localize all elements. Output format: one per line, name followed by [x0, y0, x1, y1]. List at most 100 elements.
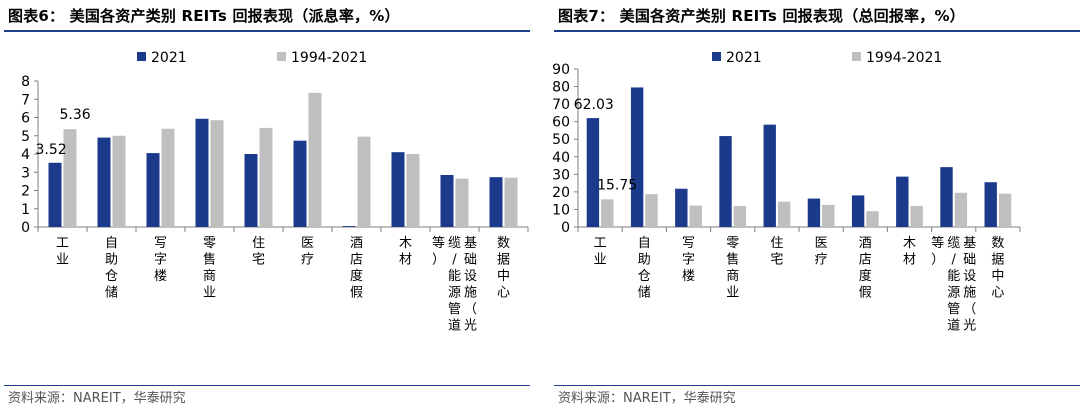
category-label-char: 道	[448, 319, 461, 334]
category-label-char: 助	[638, 253, 651, 268]
legend-label-1994-2021: 1994-2021	[866, 50, 942, 66]
category-label-char: /	[452, 253, 457, 268]
category-label-char: 酒	[859, 236, 872, 251]
bar-2021	[342, 226, 356, 227]
y-tick-label: 2	[21, 184, 30, 200]
left-figure-title: 图表6： 美国各资产类别 REITs 回报表现（派息率，%）	[8, 7, 400, 25]
bar-1994-2021	[455, 178, 469, 227]
category-label-char: 医	[301, 236, 314, 251]
bar-1994-2021	[406, 154, 420, 227]
category-label: 木材	[399, 236, 412, 268]
category-label-char: 住	[252, 236, 265, 251]
category-label-char: 能	[947, 269, 960, 284]
category-label-char: 据	[497, 253, 510, 268]
category-label: 数据中心	[497, 236, 510, 301]
y-tick-label: 30	[552, 167, 570, 183]
category-label-column: 木材	[399, 236, 412, 268]
bar-1994-2021	[645, 194, 658, 227]
right-source-note: 资料来源：NAREIT，华泰研究	[558, 391, 736, 406]
category-label-column: 酒店度假	[859, 236, 872, 301]
category-label-char: 业	[726, 286, 739, 301]
category-label: 零售商业	[726, 236, 739, 301]
category-label-char: 字	[154, 253, 167, 268]
category-label-char: 店	[859, 253, 872, 268]
bar-2021	[807, 198, 821, 227]
y-tick-label: 90	[552, 62, 570, 78]
bar-2021	[489, 177, 503, 227]
bar-2021	[293, 140, 307, 227]
left-source-rule	[4, 385, 530, 386]
left-figure-panel: 图表6： 美国各资产类别 REITs 回报表现（派息率，%） 0 1 2 3 4 5 6 7 8…	[2, 0, 532, 413]
category-label-char: 材	[399, 253, 412, 268]
y-tick-label: 70	[552, 97, 570, 113]
y-tick-label: 8	[21, 74, 30, 90]
data-label-2021: 62.03	[574, 97, 614, 113]
bar-2021	[391, 152, 405, 227]
category-label-char: 宅	[252, 253, 265, 268]
category-label-char: 零	[726, 236, 739, 251]
category-label-column: 基础设施（ 光	[464, 236, 477, 334]
category-label-char: 数	[497, 236, 510, 251]
category-label-char: 基	[963, 236, 976, 251]
bar-1994-2021	[689, 205, 702, 227]
category-label-char: 业	[56, 253, 69, 268]
category-label-char: 光	[464, 319, 477, 334]
legend-label-2021: 2021	[726, 50, 762, 66]
y-tick-label: 5	[21, 129, 30, 145]
category-label-column: 酒店度假	[350, 236, 363, 301]
category-label-column: 医疗	[815, 236, 828, 268]
left-source-note: 资料来源：NAREIT，华泰研究	[8, 391, 186, 406]
category-label-char: 写	[682, 236, 695, 251]
category-label-char: 施	[464, 286, 477, 301]
category-label: 自助仓储	[105, 236, 118, 301]
data-label-1994-2021: 15.75	[597, 177, 637, 193]
bar-1994-2021	[504, 177, 518, 227]
bar-2021	[586, 118, 600, 227]
category-label: 写字楼	[682, 236, 695, 284]
category-label-char: 助	[105, 253, 118, 268]
bar-2021	[97, 137, 111, 227]
category-label-column: 住宅	[252, 236, 265, 268]
category-label-char: 础	[963, 253, 976, 268]
category-label: 医疗	[301, 236, 314, 268]
category-label-char: 假	[859, 286, 872, 301]
category-label: 工业	[594, 236, 607, 268]
y-tick-label: 1	[21, 202, 30, 218]
category-label-char: 疗	[815, 253, 828, 268]
bar-2021	[984, 182, 997, 227]
y-tick-label: 3	[21, 165, 30, 181]
legend-swatch-1994-2021	[277, 52, 286, 61]
category-label: 木材	[903, 236, 916, 268]
bar-2021	[244, 154, 258, 227]
category-label-char: ）	[432, 253, 445, 268]
category-label-char: 假	[350, 286, 363, 301]
category-label-char: 源	[947, 286, 960, 301]
bar-1994-2021	[733, 205, 747, 227]
category-label-char: 基	[464, 236, 477, 251]
category-label: 零售商业	[203, 236, 216, 301]
category-label-char: 光	[963, 319, 976, 334]
category-label-char: 管	[947, 302, 960, 317]
category-label-char: 商	[726, 269, 739, 284]
category-label-char: 商	[203, 269, 216, 284]
category-label-char: 宅	[770, 253, 783, 268]
category-label: 酒店度假	[859, 236, 872, 301]
legend-swatch-2021	[137, 52, 146, 61]
category-label-char: 材	[903, 253, 916, 268]
bar-2021	[48, 162, 62, 227]
legend-label-1994-2021: 1994-2021	[291, 50, 367, 66]
category-label-char: 疗	[301, 253, 314, 268]
category-label-char: 楼	[154, 269, 167, 284]
right-title-rule	[554, 30, 1080, 32]
category-label-char: 中	[497, 269, 510, 284]
category-label-char: 仓	[105, 269, 118, 284]
category-label-char: 管	[448, 302, 461, 317]
bar-1994-2021	[601, 199, 614, 227]
bar-1994-2021	[998, 193, 1012, 227]
category-label-column: 数据中心	[991, 236, 1004, 301]
bar-2021	[851, 195, 865, 227]
y-tick-label: 40	[552, 150, 570, 166]
category-label: 自助仓储	[638, 236, 651, 301]
category-label-char: 等	[931, 235, 944, 251]
